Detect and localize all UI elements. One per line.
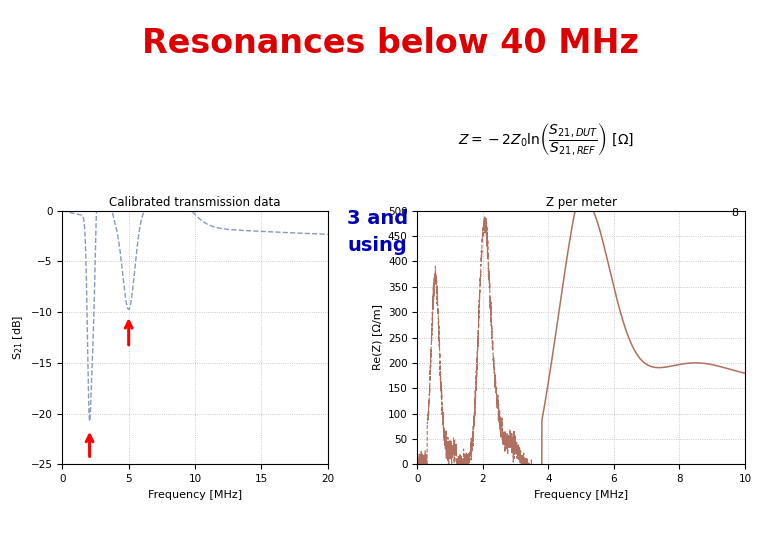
Y-axis label: Re(Z) [Ω/m]: Re(Z) [Ω/m] bbox=[372, 305, 382, 370]
X-axis label: Frequency [MHz]: Frequency [MHz] bbox=[534, 490, 628, 500]
Y-axis label: S$_{21}$ [dB]: S$_{21}$ [dB] bbox=[11, 315, 25, 360]
Text: using: using bbox=[347, 236, 407, 255]
X-axis label: Frequency [MHz]: Frequency [MHz] bbox=[148, 490, 242, 500]
Title: Calibrated transmission data: Calibrated transmission data bbox=[109, 197, 281, 210]
Text: 3 and: 3 and bbox=[347, 209, 408, 228]
Text: Resonances below 40 MHz: Resonances below 40 MHz bbox=[141, 27, 639, 60]
Text: 8: 8 bbox=[731, 208, 739, 218]
Title: Z per meter: Z per meter bbox=[545, 197, 617, 210]
Text: $Z = -2Z_0\ln\!\left(\dfrac{S_{21,DUT}}{S_{21,REF}}\right)\ [\Omega]$: $Z = -2Z_0\ln\!\left(\dfrac{S_{21,DUT}}{… bbox=[458, 122, 634, 159]
